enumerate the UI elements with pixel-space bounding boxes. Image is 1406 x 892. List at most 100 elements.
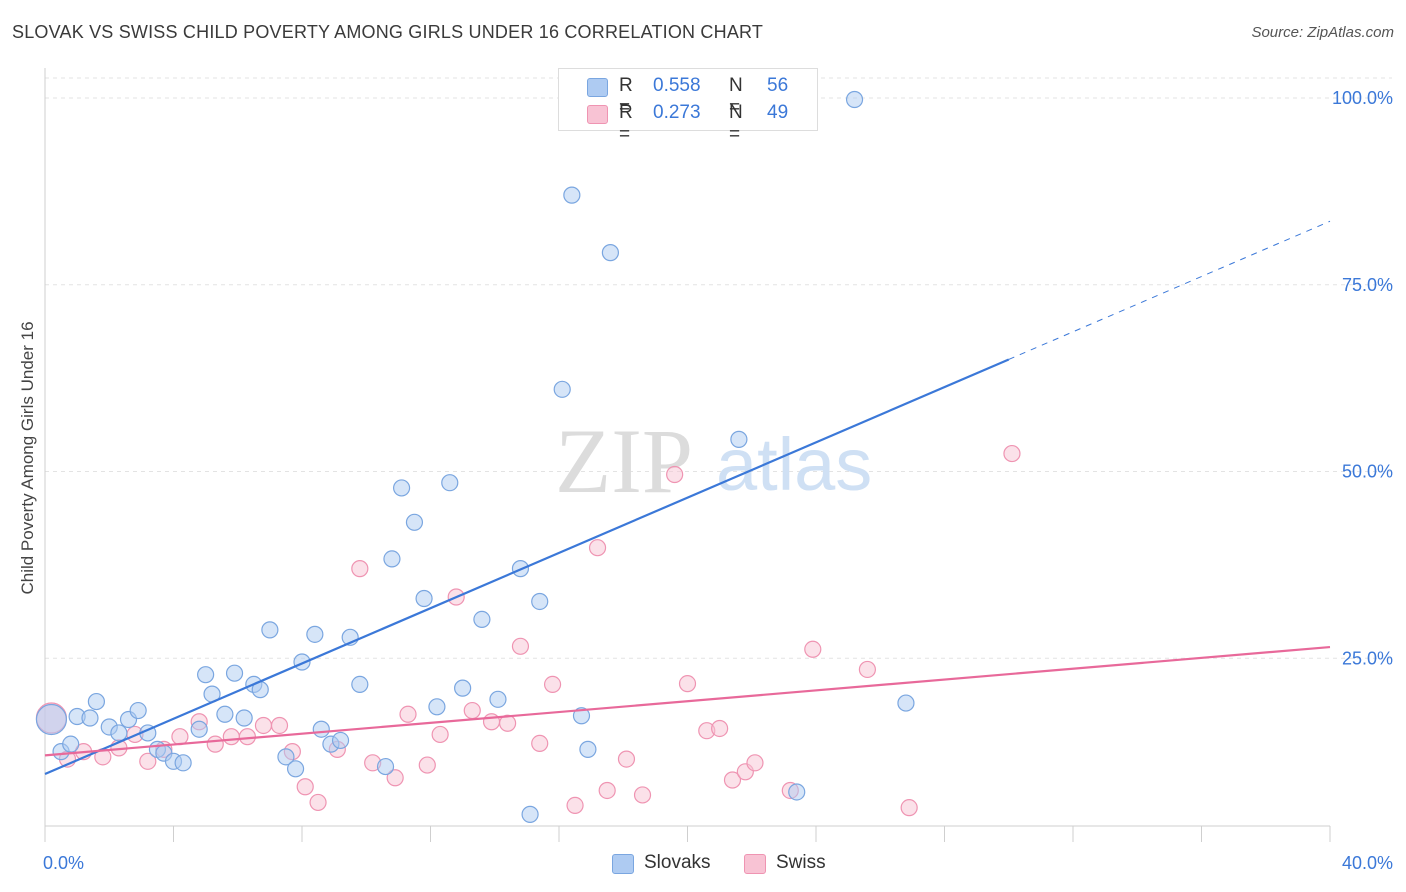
point-swiss (399, 705, 417, 723)
legend-r-label: R = (619, 75, 633, 118)
legend-swatch-slovaks (587, 78, 608, 97)
point-slovaks (531, 592, 549, 611)
point-slovaks (383, 550, 401, 568)
y-tick-label: 25.0% (1342, 648, 1393, 668)
trend-line-slovaks-extension (1008, 220, 1331, 360)
legend-r-value-swiss: 0.273 (653, 102, 701, 123)
point-swiss (431, 725, 449, 744)
point-slovaks (225, 664, 244, 682)
point-slovaks (730, 430, 748, 448)
point-swiss (139, 752, 157, 770)
point-slovaks (415, 589, 433, 608)
point-slovaks (392, 479, 411, 497)
point-slovaks (788, 783, 806, 801)
point-slovaks (405, 513, 424, 531)
trend-line-swiss (44, 645, 1331, 757)
point-slovaks (845, 90, 864, 109)
point-swiss (296, 778, 314, 796)
chart-title: SLOVAK VS SWISS CHILD POVERTY AMONG GIRL… (12, 22, 764, 42)
point-slovaks (521, 805, 539, 823)
point-swiss (617, 750, 636, 768)
point-swiss (804, 640, 822, 658)
legend-label-swiss: Swiss (776, 852, 826, 873)
point-slovaks (306, 625, 324, 643)
point-slovaks (87, 692, 106, 711)
legend-r-value-slovaks: 0.558 (653, 75, 701, 96)
point-swiss (309, 793, 327, 812)
legend-n-label: N = (729, 75, 743, 118)
point-slovaks (473, 610, 491, 629)
point-swiss (588, 539, 607, 557)
point-swiss (900, 799, 918, 817)
point-slovaks (351, 675, 369, 693)
source-credit: Source: ZipAtlas.com (1251, 24, 1394, 41)
y-tick-label: 75.0% (1342, 275, 1393, 295)
legend-swatch-swiss (744, 854, 766, 874)
point-slovaks (454, 679, 472, 697)
point-slovaks (110, 724, 128, 742)
watermark: ZIP atlas (555, 410, 872, 512)
point-slovaks (277, 748, 295, 766)
point-swiss (666, 465, 684, 484)
legend-n-label: N = (729, 102, 743, 145)
point-slovaks (235, 709, 253, 727)
point-slovaks (331, 731, 350, 750)
trend-line-slovaks (44, 358, 1010, 776)
point-swiss (206, 735, 224, 753)
point-slovaks (197, 666, 215, 684)
axes (44, 68, 1331, 842)
point-swiss (543, 675, 562, 693)
point-swiss (222, 728, 240, 746)
point-slovaks (428, 698, 446, 716)
trend-lines (44, 220, 1331, 776)
point-swiss (633, 786, 652, 804)
gridlines (45, 77, 1392, 659)
series-slovaks-points (35, 90, 915, 823)
point-slovaks (376, 757, 395, 776)
point-slovaks (441, 474, 459, 492)
point-swiss (238, 728, 256, 746)
point-swiss (711, 719, 729, 738)
legend-swatch-swiss (587, 105, 608, 124)
point-slovaks (897, 694, 915, 712)
legend-n-value-swiss: 49 (767, 102, 789, 123)
point-slovaks (601, 244, 620, 262)
y-tick-label: 50.0% (1342, 462, 1393, 482)
point-swiss (351, 560, 369, 578)
point-swiss (511, 637, 530, 655)
point-slovaks (190, 720, 208, 738)
y-tick-labels: 25.0% 50.0% 75.0% 100.0% (1332, 88, 1393, 668)
point-slovaks (579, 740, 597, 758)
point-slovaks (261, 621, 279, 639)
legend-n-value-slovaks: 56 (767, 75, 789, 96)
point-slovaks (216, 705, 234, 723)
point-swiss (254, 716, 273, 735)
x-tick-labels: 0.0% 40.0% (43, 853, 1393, 873)
legend-swatch-slovaks (612, 854, 634, 874)
watermark-zip: ZIP (555, 410, 693, 512)
x-tick-label-min: 0.0% (43, 853, 84, 873)
point-slovaks (35, 703, 68, 736)
point-swiss (1003, 444, 1021, 463)
point-swiss (270, 716, 289, 735)
point-slovaks (62, 735, 80, 753)
point-swiss (858, 660, 877, 679)
point-slovaks (312, 720, 330, 738)
point-slovaks (563, 186, 581, 204)
point-slovaks (174, 754, 192, 772)
point-swiss (598, 781, 616, 800)
point-swiss (746, 754, 764, 772)
legend-r-label: R = (619, 102, 633, 145)
x-tick-label-max: 40.0% (1342, 853, 1393, 873)
point-swiss (678, 675, 697, 693)
point-swiss (386, 769, 404, 787)
point-slovaks (572, 707, 591, 725)
point-swiss (463, 701, 481, 720)
point-slovaks (553, 380, 571, 398)
legend-label-slovaks: Slovaks (644, 852, 711, 873)
correlation-legend: R = 0.558 N = 56 R = 0.273 N = 49 (558, 68, 818, 145)
point-swiss (171, 728, 189, 746)
point-swiss (723, 771, 742, 789)
point-slovaks (129, 701, 147, 720)
point-swiss (499, 714, 517, 732)
